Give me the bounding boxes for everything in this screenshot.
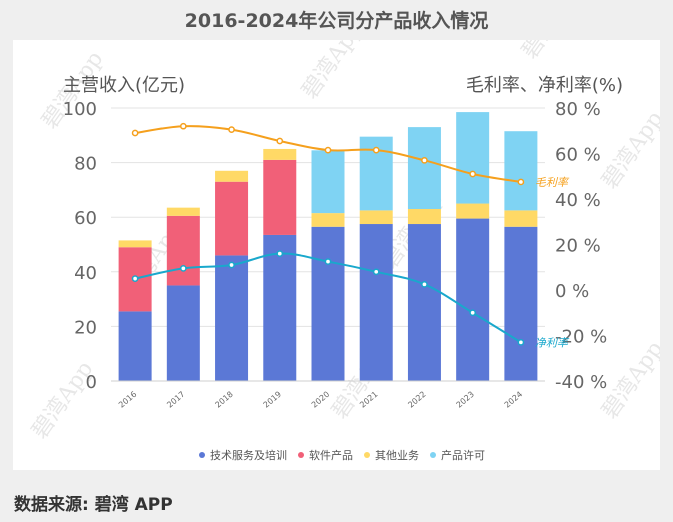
legend-marker — [430, 452, 436, 458]
x-tick-label: 2019 — [262, 390, 283, 410]
y-tick-label: 60 — [74, 208, 97, 229]
y2-tick-label: 20 % — [555, 236, 601, 257]
x-tick-label: 2023 — [455, 390, 476, 410]
line-point — [131, 129, 139, 137]
x-tick-label: 2016 — [117, 390, 138, 410]
bar-segment — [166, 207, 200, 216]
legend-label: 产品许可 — [441, 448, 485, 462]
bar-segment — [407, 224, 441, 381]
y2-tick-label: 0 % — [555, 281, 589, 302]
legend-marker — [199, 452, 205, 458]
line-point — [228, 126, 235, 133]
bar-segment — [456, 203, 490, 219]
bar-segment — [311, 150, 345, 214]
line-point — [179, 265, 187, 272]
bar-segment — [456, 218, 490, 381]
line-point — [131, 275, 139, 282]
legend-marker — [364, 452, 370, 458]
line-point — [324, 258, 332, 265]
bar-segment — [263, 148, 297, 160]
bar-segment — [504, 131, 538, 211]
y-tick-label: 100 — [63, 99, 97, 120]
y2-tick-label: -20 % — [555, 327, 607, 348]
bar-segment — [215, 181, 249, 256]
y-tick-label: 40 — [74, 263, 97, 284]
bar-segment — [118, 240, 152, 248]
line-point — [421, 156, 428, 164]
line-point — [469, 170, 477, 178]
line-point — [372, 146, 380, 154]
watermark-text: 碧湾App — [597, 107, 660, 193]
line-point — [276, 250, 284, 257]
watermark-text: 碧湾App — [517, 40, 588, 63]
line-end-label: 毛利率 — [535, 176, 570, 189]
legend-label: 技术服务及培训 — [210, 448, 287, 462]
line-point — [372, 268, 380, 276]
chart-title: 2016-2024年公司分产品收入情况 — [184, 10, 489, 32]
y-tick-label: 0 — [86, 372, 97, 393]
bar-segment — [407, 127, 441, 210]
bar-segment — [215, 170, 249, 182]
line-end-label: 净利率 — [535, 336, 570, 349]
line-point — [324, 146, 332, 154]
x-tick-label: 2022 — [406, 390, 427, 410]
bar-segment — [215, 255, 249, 381]
legend-label: 软件产品 — [309, 448, 353, 462]
y2-tick-label: -40 % — [555, 372, 607, 393]
chart-panel: 碧湾App碧湾App碧湾App碧湾App碧湾App碧湾App碧湾App碧湾App… — [13, 40, 660, 470]
bar-segment — [504, 226, 538, 381]
y2-tick-label: 80 % — [555, 99, 601, 120]
bar-segment — [263, 159, 297, 235]
y2-tick-label: 60 % — [555, 145, 601, 166]
y2-tick-label: 40 % — [555, 190, 601, 211]
y-axis-title: 主营收入(亿元) — [63, 75, 185, 96]
x-tick-label: 2018 — [213, 390, 234, 410]
bar-segment — [118, 311, 152, 381]
legend-label: 其他业务 — [375, 449, 419, 462]
bar-segment — [311, 226, 345, 381]
bar-segment — [166, 285, 200, 381]
y-tick-label: 20 — [74, 317, 97, 338]
x-tick-label: 2024 — [503, 390, 524, 410]
bar-segment — [504, 210, 538, 227]
bar-segment — [407, 209, 441, 225]
data-source: 数据来源: 碧湾 APP — [14, 495, 173, 515]
watermark-text: 碧湾App — [297, 40, 368, 103]
chart-svg: 碧湾App碧湾App碧湾App碧湾App碧湾App碧湾App碧湾App碧湾App… — [27, 40, 660, 462]
bar-segment — [359, 210, 393, 225]
bar-segment — [263, 234, 297, 381]
line-point — [276, 137, 284, 145]
x-tick-label: 2017 — [165, 390, 186, 410]
line-point — [517, 338, 525, 346]
bar-segment — [456, 112, 490, 204]
y2-axis-title: 毛利率、净利率(%) — [466, 75, 623, 96]
watermark-text: 碧湾App — [27, 357, 98, 443]
line-point — [469, 309, 477, 317]
line-point — [228, 261, 235, 269]
line-point — [179, 122, 187, 130]
bar-segment — [359, 224, 393, 381]
legend-marker — [298, 452, 304, 458]
bar-segment — [166, 215, 200, 286]
y-tick-label: 80 — [74, 154, 97, 175]
line-point — [517, 178, 525, 186]
bar-segment — [311, 213, 345, 227]
line-point — [421, 280, 428, 288]
